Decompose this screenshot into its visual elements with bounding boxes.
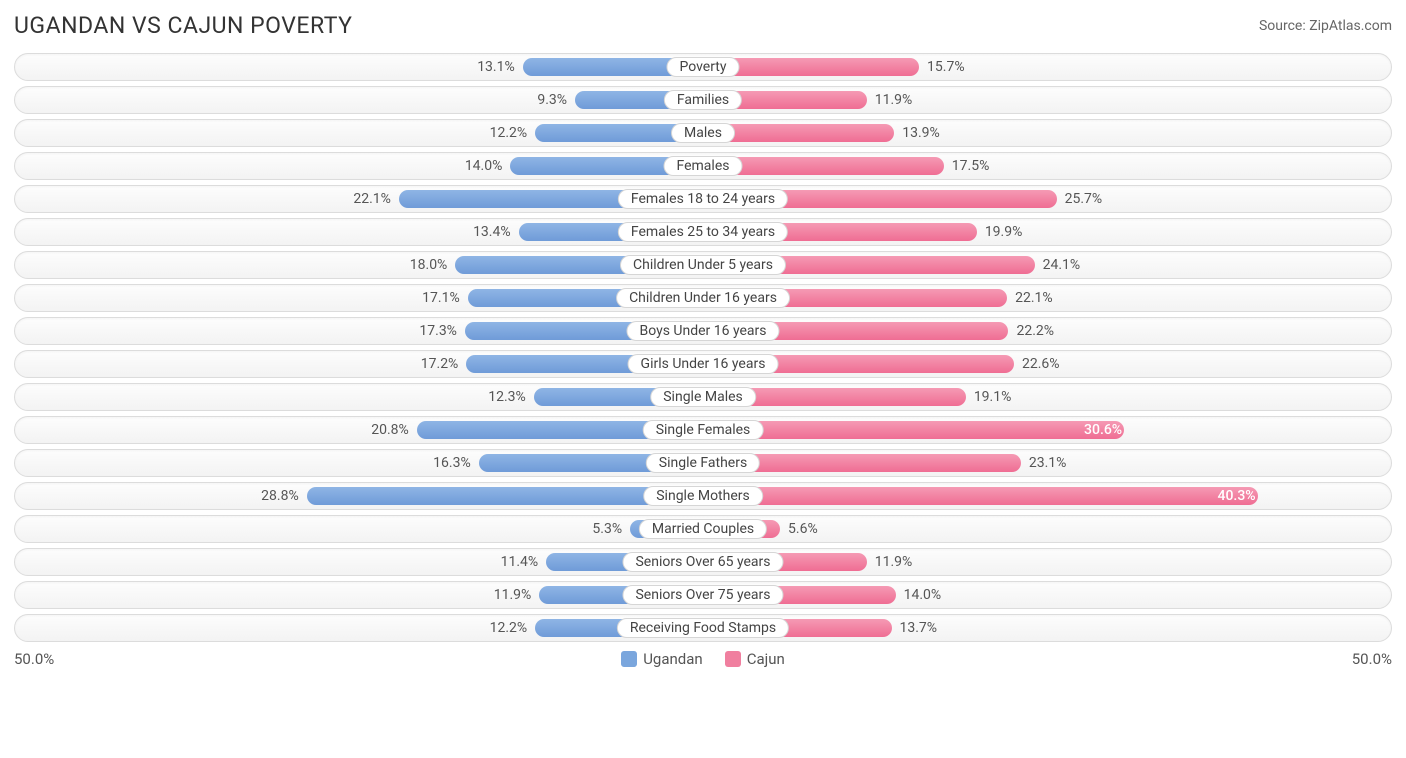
value-left: 9.3%	[537, 87, 575, 113]
chart-row: 9.3% 11.9% Families	[14, 86, 1392, 114]
chart-header: UGANDAN VS CAJUN POVERTY Source: ZipAtla…	[14, 12, 1392, 39]
chart-row: 11.9% 14.0% Seniors Over 75 years	[14, 581, 1392, 609]
value-right: 14.0%	[896, 582, 942, 608]
chart-title: UGANDAN VS CAJUN POVERTY	[14, 12, 352, 39]
value-left: 11.4%	[501, 549, 547, 575]
chart-row: 12.2% 13.9% Males	[14, 119, 1392, 147]
chart-row: 5.3% 5.6% Married Couples	[14, 515, 1392, 543]
category-label: Males	[671, 123, 735, 143]
value-left: 28.8%	[261, 483, 307, 509]
value-left: 18.0%	[410, 252, 456, 278]
chart-row: 28.8% 40.3% Single Mothers	[14, 482, 1392, 510]
value-left: 14.0%	[465, 153, 511, 179]
category-label: Families	[664, 90, 742, 110]
chart-row: 11.4% 11.9% Seniors Over 65 years	[14, 548, 1392, 576]
bar-right	[703, 421, 1124, 439]
value-right: 17.5%	[944, 153, 990, 179]
value-right: 13.7%	[892, 615, 938, 641]
legend-swatch-ugandan	[621, 651, 637, 667]
category-label: Children Under 16 years	[616, 288, 790, 308]
value-right: 22.2%	[1008, 318, 1054, 344]
category-label: Single Fathers	[646, 453, 760, 473]
value-left: 12.2%	[490, 120, 536, 146]
value-left: 12.2%	[490, 615, 536, 641]
chart-row: 16.3% 23.1% Single Fathers	[14, 449, 1392, 477]
axis-endcap-left: 50.0%	[14, 650, 54, 668]
value-left: 22.1%	[353, 186, 399, 212]
value-right: 19.9%	[977, 219, 1023, 245]
value-right: 24.1%	[1035, 252, 1081, 278]
chart-source: Source: ZipAtlas.com	[1259, 18, 1392, 34]
category-label: Girls Under 16 years	[628, 354, 779, 374]
value-right: 11.9%	[867, 87, 913, 113]
value-left: 17.1%	[422, 285, 468, 311]
chart-row: 13.1% 15.7% Poverty	[14, 53, 1392, 81]
value-left: 17.3%	[419, 318, 465, 344]
category-label: Females 25 to 34 years	[618, 222, 788, 242]
category-label: Single Females	[643, 420, 764, 440]
chart-row: 17.1% 22.1% Children Under 16 years	[14, 284, 1392, 312]
bar-right	[703, 487, 1258, 505]
value-left: 20.8%	[371, 417, 417, 443]
chart-row: 13.4% 19.9% Females 25 to 34 years	[14, 218, 1392, 246]
category-label: Single Mothers	[643, 486, 763, 506]
value-left: 12.3%	[488, 384, 534, 410]
category-label: Children Under 5 years	[620, 255, 786, 275]
value-left: 13.1%	[477, 54, 523, 80]
legend-label-ugandan: Ugandan	[643, 650, 703, 668]
value-right: 25.7%	[1057, 186, 1103, 212]
category-label: Seniors Over 75 years	[622, 585, 783, 605]
category-label: Females	[664, 156, 743, 176]
value-left: 17.2%	[421, 351, 467, 377]
value-right: 23.1%	[1021, 450, 1067, 476]
category-label: Receiving Food Stamps	[617, 618, 789, 638]
legend: Ugandan Cajun	[621, 650, 785, 668]
axis-endcap-right: 50.0%	[1352, 650, 1392, 668]
category-label: Single Males	[650, 387, 756, 407]
value-right: 13.9%	[894, 120, 940, 146]
chart-row: 20.8% 30.6% Single Females	[14, 416, 1392, 444]
value-right: 40.3%	[1210, 483, 1256, 509]
chart-row: 12.2% 13.7% Receiving Food Stamps	[14, 614, 1392, 642]
chart-row: 14.0% 17.5% Females	[14, 152, 1392, 180]
chart-row: 18.0% 24.1% Children Under 5 years	[14, 251, 1392, 279]
value-right: 15.7%	[919, 54, 965, 80]
category-label: Poverty	[666, 57, 739, 77]
category-label: Boys Under 16 years	[626, 321, 779, 341]
chart-row: 17.3% 22.2% Boys Under 16 years	[14, 317, 1392, 345]
legend-swatch-cajun	[725, 651, 741, 667]
value-right: 11.9%	[867, 549, 913, 575]
value-right: 30.6%	[1076, 417, 1122, 443]
value-left: 11.9%	[494, 582, 540, 608]
chart-row: 12.3% 19.1% Single Males	[14, 383, 1392, 411]
value-left: 16.3%	[433, 450, 479, 476]
chart-rows: 13.1%15.7%Poverty9.3%11.9%Families12.2%1…	[14, 53, 1392, 642]
value-left: 5.3%	[592, 516, 630, 542]
value-right: 5.6%	[780, 516, 818, 542]
category-label: Seniors Over 65 years	[622, 552, 783, 572]
value-right: 19.1%	[966, 384, 1012, 410]
value-left: 13.4%	[473, 219, 519, 245]
chart-row: 22.1% 25.7% Females 18 to 24 years	[14, 185, 1392, 213]
value-right: 22.1%	[1007, 285, 1053, 311]
category-label: Married Couples	[639, 519, 767, 539]
legend-item-ugandan: Ugandan	[621, 650, 703, 668]
legend-item-cajun: Cajun	[725, 650, 785, 668]
value-right: 22.6%	[1014, 351, 1060, 377]
category-label: Females 18 to 24 years	[618, 189, 788, 209]
chart-row: 17.2% 22.6% Girls Under 16 years	[14, 350, 1392, 378]
chart-footer: 50.0% Ugandan Cajun 50.0%	[14, 650, 1392, 668]
legend-label-cajun: Cajun	[747, 650, 785, 668]
